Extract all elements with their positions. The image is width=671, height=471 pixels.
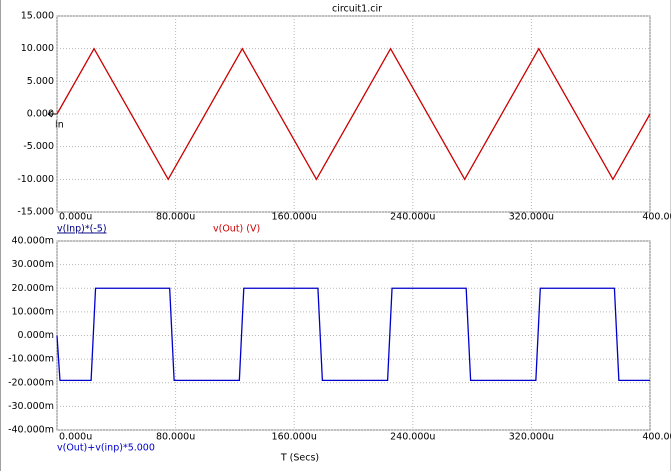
y-tick-label: -20.000m bbox=[8, 377, 54, 388]
y-tick-label: -30.000m bbox=[8, 401, 54, 412]
x-tick-label: 240.000u bbox=[390, 432, 435, 443]
y-tick-label: 30.000m bbox=[12, 259, 55, 270]
y-tick-label: 0.000 bbox=[27, 109, 54, 120]
y-tick-label: -40.000m bbox=[8, 425, 54, 436]
expression-label: v(Inp)*(-5) bbox=[57, 224, 107, 235]
x-tick-label: 0.000u bbox=[59, 432, 92, 443]
x-tick-label: 320.000u bbox=[509, 212, 554, 223]
x-tick-label: 80.000u bbox=[156, 432, 195, 443]
legend-label: v(Out)+v(inp)*5.000 bbox=[57, 443, 155, 454]
y-tick-label: -15.000 bbox=[17, 207, 54, 218]
x-tick-label: 240.000u bbox=[390, 212, 435, 223]
y-tick-label: 15.000 bbox=[21, 11, 54, 22]
x-axis-label: T (Secs) bbox=[280, 453, 319, 464]
x-tick-label: 80.000u bbox=[156, 212, 195, 223]
marker-label: In bbox=[55, 120, 64, 131]
y-tick-label: 10.000m bbox=[12, 306, 55, 317]
x-tick-label: 160.000u bbox=[272, 432, 317, 443]
marker-arrow bbox=[47, 110, 57, 118]
series-line bbox=[56, 287, 650, 382]
x-tick-label: 160.000u bbox=[272, 212, 317, 223]
y-tick-label: 10.000 bbox=[21, 43, 54, 54]
x-tick-label: 0.000u bbox=[59, 212, 92, 223]
x-tick-label: 320.000u bbox=[509, 432, 554, 443]
x-tick-label: 400.000u bbox=[642, 432, 671, 443]
y-tick-label: -10.000m bbox=[8, 354, 54, 365]
y-tick-label: 5.000 bbox=[27, 76, 54, 87]
y-tick-label: -5.000 bbox=[23, 141, 54, 152]
y-tick-label: -10.000 bbox=[17, 174, 54, 185]
legend-label: v(Out) (V) bbox=[213, 224, 260, 235]
y-tick-label: 0.000m bbox=[18, 330, 54, 341]
y-tick-label: 40.000m bbox=[12, 236, 55, 247]
y-tick-label: 20.000m bbox=[12, 283, 55, 294]
x-tick-label: 400.000u bbox=[642, 212, 671, 223]
series-line bbox=[56, 47, 651, 181]
chart-title: circuit1.cir bbox=[332, 4, 382, 15]
